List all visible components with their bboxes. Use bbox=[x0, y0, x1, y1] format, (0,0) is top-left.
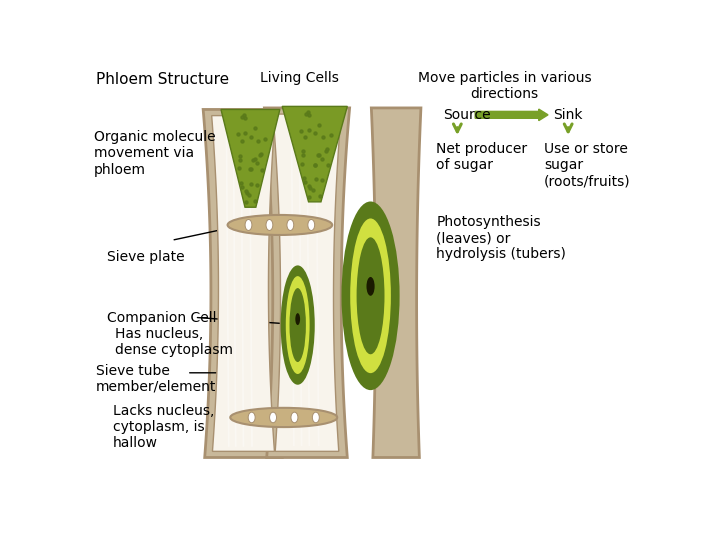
Ellipse shape bbox=[350, 219, 391, 373]
Ellipse shape bbox=[308, 219, 315, 231]
Ellipse shape bbox=[281, 265, 315, 384]
Text: Phloem Structure: Phloem Structure bbox=[96, 72, 230, 87]
Text: Source: Source bbox=[443, 108, 490, 122]
Text: Living Cells: Living Cells bbox=[260, 71, 338, 85]
Text: Sink: Sink bbox=[554, 108, 583, 122]
Ellipse shape bbox=[269, 412, 276, 423]
Ellipse shape bbox=[245, 219, 252, 231]
Ellipse shape bbox=[286, 276, 310, 374]
Polygon shape bbox=[221, 110, 280, 207]
Ellipse shape bbox=[341, 201, 400, 390]
Text: Move particles in various
directions: Move particles in various directions bbox=[418, 71, 591, 101]
Ellipse shape bbox=[295, 313, 300, 325]
Text: Sieve tube
member/element: Sieve tube member/element bbox=[96, 363, 217, 394]
Ellipse shape bbox=[312, 412, 319, 423]
Text: Companion Cell: Companion Cell bbox=[107, 311, 217, 325]
Ellipse shape bbox=[266, 219, 273, 231]
Ellipse shape bbox=[289, 288, 306, 362]
Ellipse shape bbox=[291, 412, 298, 423]
Polygon shape bbox=[273, 114, 341, 451]
Ellipse shape bbox=[230, 408, 337, 427]
Text: Organic molecule
movement via
phloem: Organic molecule movement via phloem bbox=[94, 130, 215, 177]
Text: Net producer
of sugar: Net producer of sugar bbox=[436, 142, 528, 172]
Text: Lacks nucleus,
cytoplasm, is
hallow: Lacks nucleus, cytoplasm, is hallow bbox=[113, 403, 215, 450]
Text: Has nucleus,
dense cytoplasm: Has nucleus, dense cytoplasm bbox=[114, 327, 233, 357]
Text: Use or store
sugar
(roots/fruits): Use or store sugar (roots/fruits) bbox=[544, 142, 631, 188]
Ellipse shape bbox=[356, 237, 384, 354]
Text: Photosynthesis
(leaves) or
hydrolysis (tubers): Photosynthesis (leaves) or hydrolysis (t… bbox=[436, 215, 567, 261]
Polygon shape bbox=[264, 108, 350, 457]
Polygon shape bbox=[282, 106, 347, 202]
Ellipse shape bbox=[248, 412, 255, 423]
FancyArrow shape bbox=[475, 109, 548, 120]
Polygon shape bbox=[203, 110, 284, 457]
Ellipse shape bbox=[366, 277, 374, 296]
Polygon shape bbox=[212, 116, 275, 451]
Ellipse shape bbox=[287, 219, 294, 231]
Polygon shape bbox=[372, 108, 421, 457]
Text: Sieve plate: Sieve plate bbox=[107, 249, 184, 264]
Ellipse shape bbox=[228, 215, 332, 235]
